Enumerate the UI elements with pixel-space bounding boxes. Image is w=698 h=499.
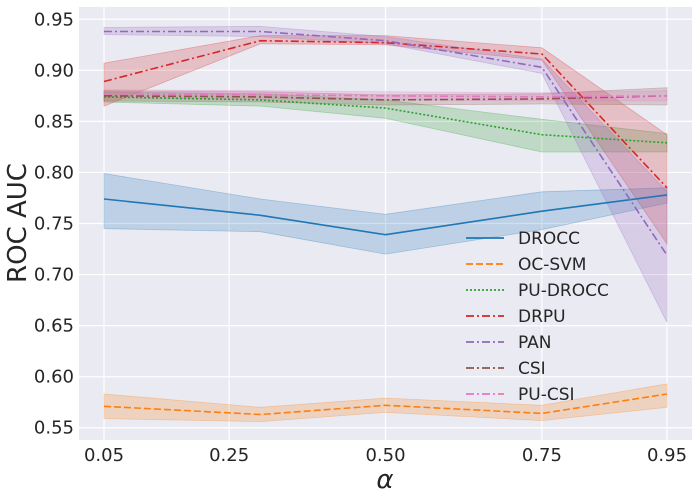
series-lines bbox=[103, 30, 668, 416]
legend-label-csi: CSI bbox=[518, 359, 546, 379]
legend-label-pu-csi: PU-CSI bbox=[518, 385, 575, 405]
x-tick-label: 0.95 bbox=[647, 445, 687, 466]
confidence-bands bbox=[103, 25, 668, 423]
y-tick-label: 0.60 bbox=[34, 367, 74, 388]
y-tick-label: 0.65 bbox=[34, 316, 74, 337]
pu-drocc-line bbox=[103, 96, 668, 144]
legend-label-drocc: DROCC bbox=[518, 229, 580, 249]
x-tick-label: 0.05 bbox=[84, 445, 124, 466]
legend-label-oc-svm: OC-SVM bbox=[518, 255, 586, 275]
pu-drocc-band bbox=[103, 91, 668, 153]
x-tick-label: 0.75 bbox=[522, 445, 562, 466]
drpu-band bbox=[103, 35, 668, 246]
grid-lines bbox=[79, 7, 692, 440]
legend: DROCC OC-SVM PU-DROCC DRPU PAN CSI PU-CSI bbox=[466, 229, 609, 405]
y-axis-label: ROC AUC bbox=[3, 163, 33, 283]
drocc-line bbox=[103, 194, 668, 236]
y-tick-label: 0.70 bbox=[34, 265, 74, 286]
oc-svm-line bbox=[103, 393, 668, 416]
legend-label-drpu: DRPU bbox=[518, 307, 566, 327]
x-tick-label: 0.25 bbox=[209, 445, 249, 466]
y-tick-label: 0.95 bbox=[34, 9, 74, 30]
y-tick-label: 0.75 bbox=[34, 214, 74, 235]
y-tick-label: 0.85 bbox=[34, 111, 74, 132]
drpu-line bbox=[103, 39, 668, 189]
pan-band bbox=[103, 25, 668, 323]
pan-line bbox=[104, 30, 668, 256]
legend-label-pu-drocc: PU-DROCC bbox=[518, 281, 609, 301]
y-tick-labels: 0.55 0.60 0.65 0.70 0.75 0.80 0.85 0.90 0.95 bbox=[34, 9, 74, 438]
y-tick-label: 0.80 bbox=[34, 162, 74, 183]
x-axis-label: α bbox=[376, 465, 393, 495]
legend-label-pan: PAN bbox=[518, 333, 552, 353]
y-tick-label: 0.55 bbox=[34, 418, 74, 439]
csi-band bbox=[103, 87, 668, 106]
y-tick-label: 0.90 bbox=[34, 60, 74, 81]
x-tick-label: 0.50 bbox=[365, 445, 405, 466]
drocc-band bbox=[103, 173, 668, 255]
x-tick-labels: 0.05 0.25 0.50 0.75 0.95 bbox=[84, 445, 687, 466]
